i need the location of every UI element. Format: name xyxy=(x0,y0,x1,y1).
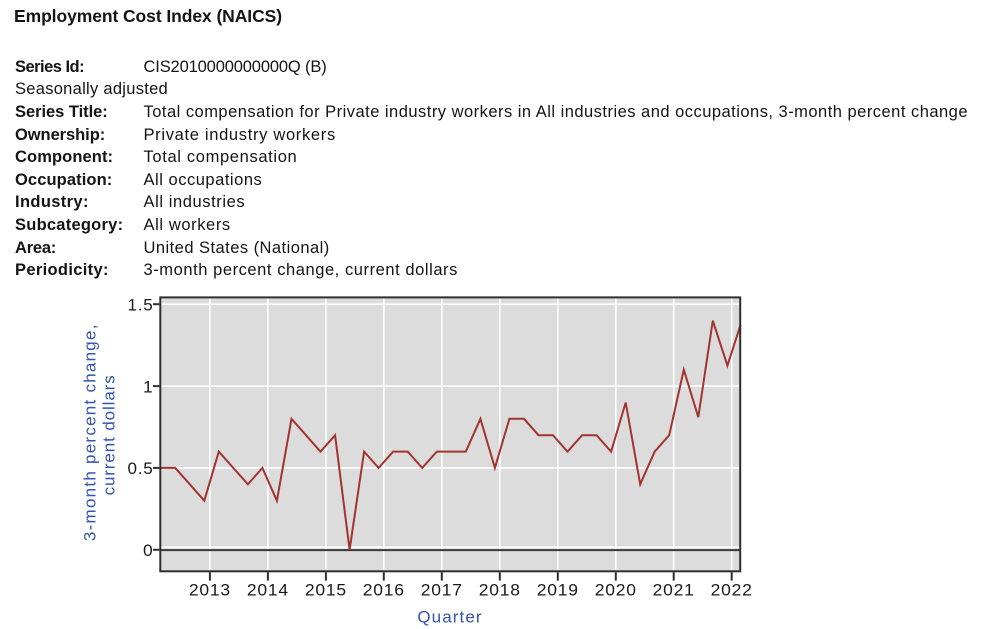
svg-text:2016: 2016 xyxy=(363,580,405,599)
svg-text:3-month percent change,: 3-month percent change, xyxy=(81,323,100,541)
svg-text:Quarter: Quarter xyxy=(417,608,482,627)
svg-text:2020: 2020 xyxy=(595,580,637,599)
svg-text:1.5: 1.5 xyxy=(128,296,154,315)
svg-text:0: 0 xyxy=(143,541,154,560)
svg-text:2017: 2017 xyxy=(421,580,463,599)
svg-text:2019: 2019 xyxy=(537,580,579,599)
svg-text:2018: 2018 xyxy=(479,580,521,599)
svg-text:2022: 2022 xyxy=(711,580,753,599)
svg-text:2014: 2014 xyxy=(247,580,289,599)
svg-text:2021: 2021 xyxy=(653,580,695,599)
svg-text:current dollars: current dollars xyxy=(100,374,119,495)
svg-text:0.5: 0.5 xyxy=(128,459,154,478)
svg-text:1: 1 xyxy=(143,377,154,396)
svg-text:2013: 2013 xyxy=(189,580,231,599)
svg-text:2015: 2015 xyxy=(305,580,347,599)
